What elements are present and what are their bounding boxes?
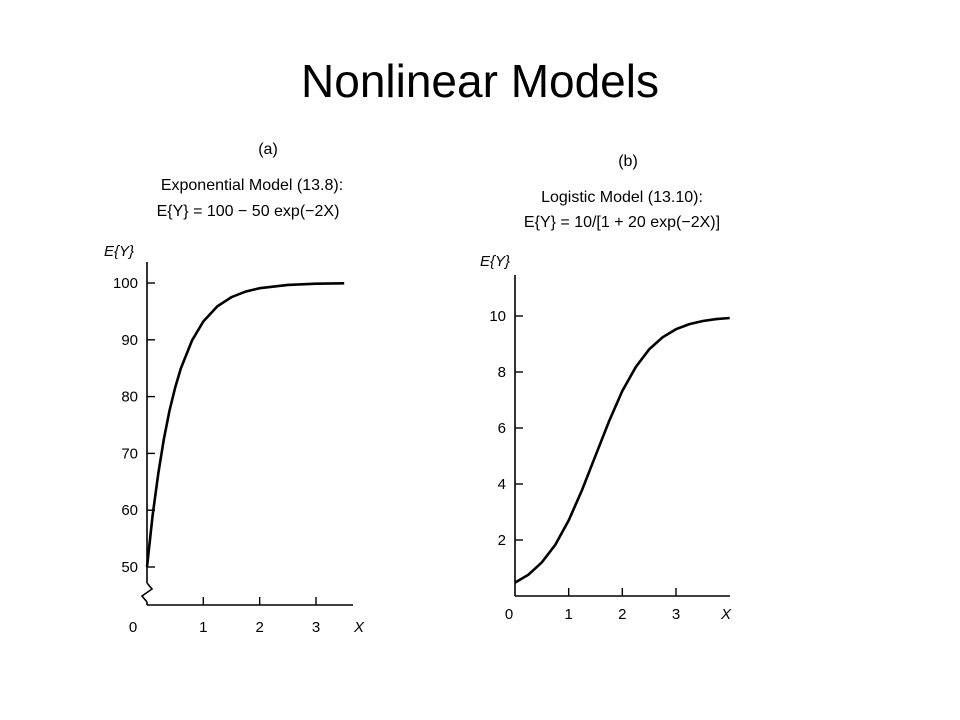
y-tick-label-a-70: 70 bbox=[121, 445, 138, 462]
y-tick-label-a-60: 60 bbox=[121, 502, 138, 519]
x-tick-label-a-2: 2 bbox=[255, 619, 263, 636]
chart-panel-b: (b) Logistic Model (13.10): E{Y} = 10/[1… bbox=[480, 153, 732, 623]
y-tick-label-b-10: 10 bbox=[489, 308, 506, 325]
chart-title-a: Exponential Model (13.8): bbox=[161, 177, 343, 194]
ticks-b: 2 4 6 8 10 0 1 2 3 X bbox=[489, 308, 732, 623]
x-tick-label-a-0: 0 bbox=[129, 619, 137, 636]
y-tick-label-a-50: 50 bbox=[121, 559, 138, 576]
panel-label-b: (b) bbox=[618, 153, 638, 170]
y-tick-label-b-8: 8 bbox=[498, 364, 506, 381]
x-tick-label-b-1: 1 bbox=[564, 606, 572, 623]
y-tick-label-b-2: 2 bbox=[498, 532, 506, 549]
y-tick-label-b-6: 6 bbox=[498, 420, 506, 437]
series-line-b bbox=[514, 316, 730, 584]
y-tick-label-a-80: 80 bbox=[121, 389, 138, 406]
slide-title: Nonlinear Models bbox=[301, 55, 659, 107]
y-axis-label-a: E{Y} bbox=[104, 243, 134, 260]
x-tick-label-b-2: 2 bbox=[618, 606, 626, 623]
x-axis-label-a: X bbox=[353, 619, 365, 636]
chart-title-b: Logistic Model (13.10): bbox=[541, 189, 703, 206]
x-tick-label-b-X: X bbox=[720, 606, 732, 623]
chart-equation-b: E{Y} = 10/[1 + 20 exp(−2X)] bbox=[524, 214, 720, 231]
y-tick-label-a-100: 100 bbox=[113, 275, 138, 292]
panel-label-a: (a) bbox=[258, 141, 278, 158]
x-tick-label-a-1: 1 bbox=[199, 619, 207, 636]
series-line-a bbox=[145, 282, 345, 568]
y-axis-label-b: E{Y} bbox=[480, 253, 510, 270]
x-tick-label-b-3: 3 bbox=[672, 606, 680, 623]
y-tick-label-b-4: 4 bbox=[498, 476, 506, 493]
x-tick-label-a-3: 3 bbox=[312, 619, 320, 636]
y-tick-label-a-90: 90 bbox=[121, 332, 138, 349]
chart-panel-a: (a) Exponential Model (13.8): E{Y} = 100… bbox=[104, 141, 365, 636]
ticks-a: 50 60 70 80 90 100 0 1 2 3 bbox=[113, 275, 320, 636]
x-tick-label-b-0: 0 bbox=[505, 606, 513, 623]
axis-break-a bbox=[140, 582, 154, 603]
chart-equation-a: E{Y} = 100 − 50 exp(−2X) bbox=[157, 203, 340, 220]
